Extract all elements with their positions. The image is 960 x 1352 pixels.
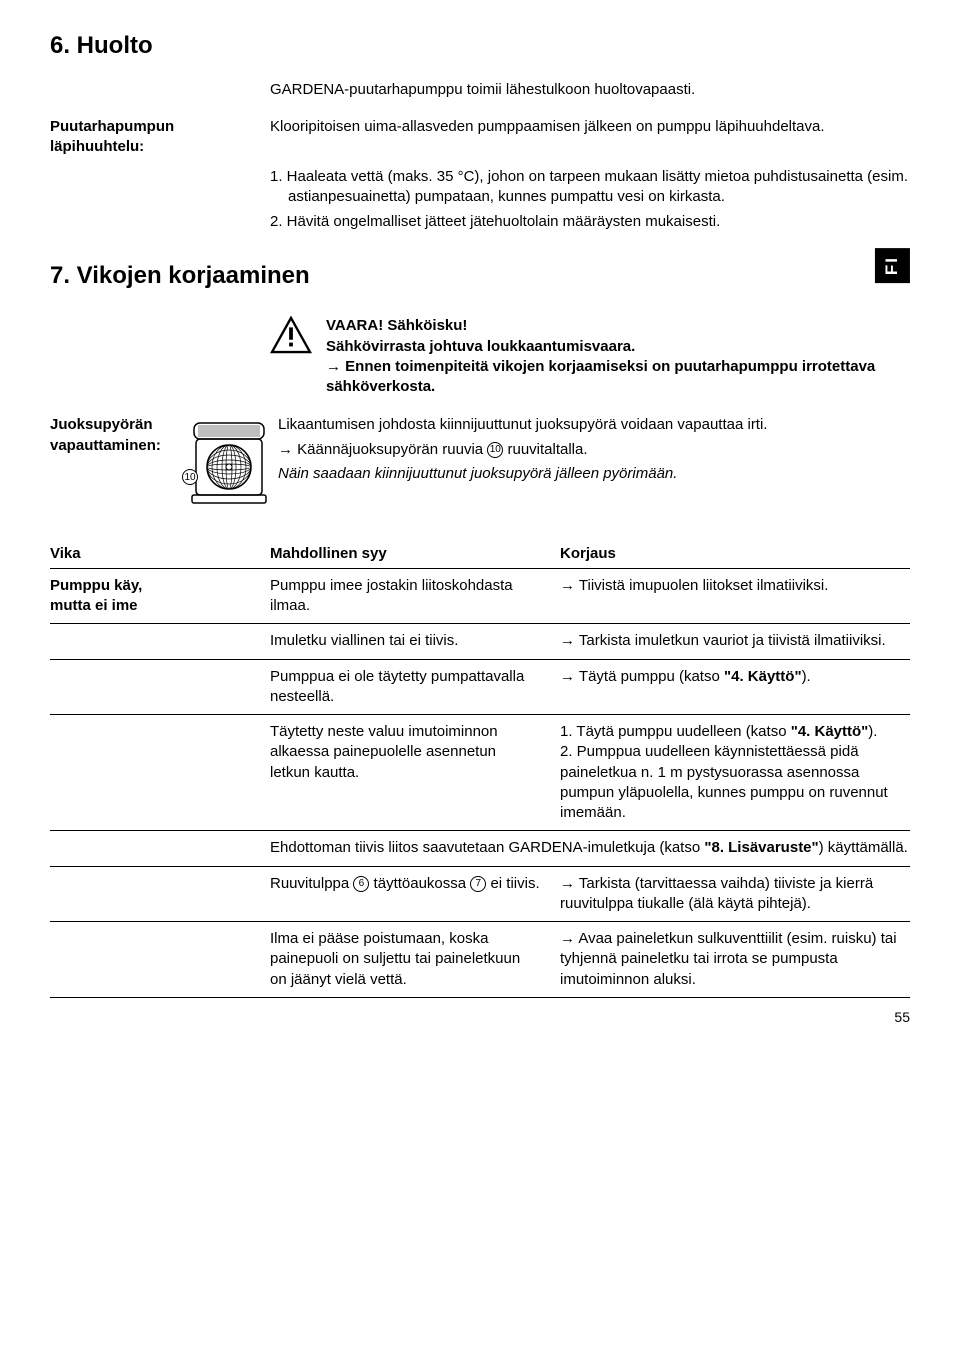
fix-4: 1. Täytä pumppu uudelleen (katso "4. Käy… (560, 722, 910, 823)
fault-label: Pumppu käy, mutta ei ime (50, 576, 270, 617)
cause-2: Imuletku viallinen tai ei tiivis. (270, 631, 560, 651)
fix-1: Tiivistä imupuolen liitokset ilmatiiviks… (560, 576, 910, 617)
flush-text: Klooripitoisen uima-allasveden pumppaami… (270, 117, 910, 137)
language-tab: FI (875, 248, 910, 283)
fix-6: Avaa paineletkun sulkuventtiilit (esim. … (560, 929, 910, 990)
section7-heading: 7. Vikojen korjaaminen (50, 260, 910, 292)
troubleshoot-table: Vika Mahdollinen syy Korjaus Pumppu käy,… (50, 540, 910, 998)
warning-icon (270, 316, 312, 354)
inline-6-icon: 6 (353, 876, 369, 892)
cause-3: Pumppua ei ole täytetty pumpattavalla ne… (270, 667, 560, 708)
merged-note: Ehdottoman tiivis liitos saavutetaan GAR… (50, 831, 910, 866)
cause-5: Ruuvitulppa 6 täyttöaukossa 7 ei tiivis. (270, 874, 560, 915)
section6-item1: 1. Haaleata vettä (maks. 35 °C), johon o… (270, 167, 910, 208)
section6-heading: 6. Huolto (50, 30, 910, 62)
flush-label: Puutarhapumpun läpihuuhtelu: (50, 117, 270, 158)
fix-5: Tarkista (tarvittaessa vaihda) tiiviste … (560, 874, 910, 915)
inline-10-icon: 10 (487, 442, 503, 458)
impeller-p3: Näin saadaan kiinnijuuttunut juoksupyörä… (278, 464, 910, 484)
warn-sub: Sähkövirrasta johtuva loukkaantumisvaara… (326, 337, 910, 357)
callout-10-icon: 10 (182, 469, 198, 485)
th-cause: Mahdollinen syy (270, 544, 560, 564)
impeller-label: Juoksupyörän vapauttaminen: (50, 415, 180, 511)
fix-2: Tarkista imuletkun vauriot ja tiivistä i… (560, 631, 910, 651)
section6-item2: 2. Hävitä ongelmalliset jätteet jätehuol… (270, 212, 910, 232)
warn-action: Ennen toimenpiteitä vikojen korjaamiseks… (326, 357, 910, 398)
cause-6: Ilma ei pääse poistumaan, koska painepuo… (270, 929, 560, 990)
pump-illustration: 10 (186, 415, 272, 511)
th-fault: Vika (50, 544, 270, 564)
section6-intro: GARDENA-puutarhapumppu toimii lähestulko… (270, 80, 910, 100)
cause-1: Pumppu imee jostakin liitoskohdasta ilma… (270, 576, 560, 617)
fix-3: Täytä pumppu (katso "4. Käyttö"). (560, 667, 910, 708)
warn-title: VAARA! Sähköisku! (326, 316, 910, 336)
th-fix: Korjaus (560, 544, 910, 564)
cause-4: Täytetty neste valuu imutoiminnon alkaes… (270, 722, 560, 823)
impeller-p1: Likaantumisen johdosta kiinnijuuttunut j… (278, 415, 910, 435)
impeller-p2: Käännäjuoksupyörän ruuvia 10 ruuvitaltal… (278, 440, 910, 460)
inline-7-icon: 7 (470, 876, 486, 892)
page-number: 55 (50, 1008, 910, 1027)
